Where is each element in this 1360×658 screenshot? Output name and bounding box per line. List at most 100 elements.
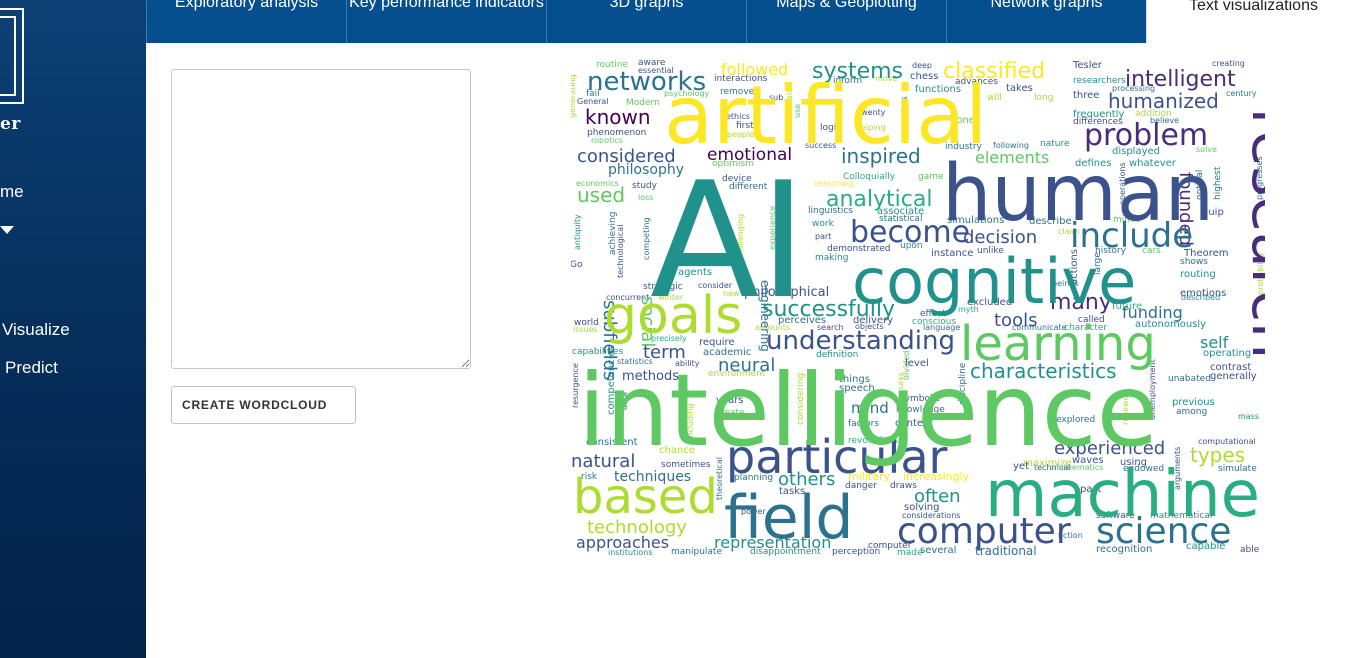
tab-text-visualizations[interactable]: Text visualizations [1146,0,1360,43]
wordcloud-word: consider [698,281,733,290]
wordcloud-word: humanized [1108,89,1219,113]
wordcloud-word: capabilities [572,347,623,357]
wordcloud-word: elements [975,148,1049,167]
tab-label: Key performance indicators [349,0,544,11]
wordcloud-word: animals [785,89,794,120]
wordcloud-word: understanding [766,326,955,356]
wordcloud-word: particular [726,430,948,484]
sidebar-item-predict[interactable]: Predict [5,358,58,377]
wordcloud-word: optimization [780,195,789,245]
wordcloud-word: essential [638,66,674,75]
wordcloud-word: precisely [651,334,687,343]
wordcloud-word: techniques [614,469,691,485]
wordcloud-word: definition [816,350,858,360]
wordcloud-word: contrast [1210,362,1251,373]
wordcloud-word: done [950,115,975,126]
tab-3d-graphs[interactable]: 3D graphs [546,0,746,43]
wordcloud-word: upon [900,241,923,251]
wordcloud-word: phenomenon [587,128,646,138]
wordcloud-word: century [1226,89,1257,98]
wordcloud-word: described [1181,293,1220,302]
wordcloud-word: things [839,374,870,385]
tab-network-graphs[interactable]: Network graphs [946,0,1146,43]
wordcloud-word: issues [573,325,598,334]
wordcloud-word: new [723,289,740,298]
wordcloud-word: learning [960,316,1156,372]
wordcloud-word: Tesler [1072,60,1103,71]
wordcloud-word: autonomously [1135,319,1206,330]
wordcloud-word: mimic [1113,215,1141,225]
wordcloud-word: creating [1212,59,1245,68]
wordcloud-word: artificial [664,69,987,162]
tab-bar: Exploratory analysis Key performance ind… [146,0,1360,43]
wordcloud-word: addition [1135,109,1172,119]
wordcloud-word: statistics [617,357,653,366]
wordcloud-word: inspired [841,144,921,168]
wordcloud-word: tasks [779,486,805,497]
wordcloud-word: making [815,253,848,263]
wordcloud-word: myth [958,305,979,314]
wordcloud-word: computational [1198,437,1256,446]
wordcloud-word: demonstrated [827,244,890,254]
wordcloud-word: perceives [778,315,826,326]
wordcloud-word: twenty [858,108,886,117]
wordcloud-word: whatever [1129,158,1177,169]
wordcloud-word: displayed [1112,146,1160,157]
wordcloud-word: using [1120,457,1147,468]
wordcloud-word: unemployment [1148,359,1157,420]
sidebar-item-visualize[interactable]: Visualize [2,320,70,339]
wordcloud-word: future [1112,301,1142,312]
wordcloud-word: waves [1072,455,1104,466]
wordcloud-word: manipulate [671,547,722,557]
wordcloud-word: Go [571,260,583,270]
wordcloud-word: classified [943,59,1045,84]
wordcloud-word: ability [675,359,700,368]
wordcloud-word: world [574,318,599,328]
wordcloud-word: term [643,342,686,363]
wordcloud-word: beings [1052,279,1079,288]
text-input[interactable] [171,69,471,369]
wordcloud-word: solving [904,502,940,513]
wordcloud-word: success [805,141,836,150]
wordcloud-word: progresses [1255,156,1264,200]
wordcloud-word: experienced [1054,438,1165,459]
tab-exploratory-analysis[interactable]: Exploratory analysis [146,0,346,43]
tab-maps-geoplotting[interactable]: Maps & Geoplotting [746,0,946,43]
wordcloud-word: military [848,470,890,483]
sidebar: er me Visualize Predict [0,0,146,658]
wordcloud-word: following [993,141,1029,150]
sidebar-item-home[interactable]: me [0,182,24,201]
tab-key-performance-indicators[interactable]: Key performance indicators [346,0,546,43]
wordcloud-word: engineering [758,280,772,352]
wordcloud-word: traditional [975,544,1037,558]
wordcloud-word: previous [1172,397,1215,408]
wordcloud-word: advances [955,77,998,87]
wordcloud-word: funding [1122,303,1183,322]
wordcloud-word: consistent [586,437,638,448]
wordcloud-word: agents [678,267,712,278]
wordcloud-word: robotics [591,136,623,145]
wordcloud-word: three [1073,90,1099,101]
wordcloud-word: symbolic [900,394,940,404]
wordcloud-word: networks [587,67,706,97]
wordcloud-word: field [724,483,853,553]
wordcloud-word: factors [848,419,879,429]
tab-label: Exploratory analysis [174,0,319,11]
wordcloud-word: among [1176,407,1207,417]
wordcloud-word: neural [718,355,775,376]
wordcloud-word: routine [596,60,628,70]
create-wordcloud-button[interactable]: CREATE WORDCLOUD [171,386,356,424]
wordcloud-word: considering [796,373,806,425]
caret-down-icon[interactable] [0,226,14,234]
wordcloud-word: human [942,149,1214,239]
wordcloud-word: analytical [826,187,932,212]
wordcloud-word: risk [581,472,598,482]
wordcloud-word: sometimes [661,460,711,470]
wordcloud-word: believe [1150,116,1179,125]
wordcloud-word: loss [638,193,653,202]
wordcloud-word: routing [1180,269,1216,280]
wordcloud-word: recognition [1096,544,1152,555]
wordcloud-word: history [1095,246,1127,256]
wordcloud-word: characteristics [970,359,1117,383]
wordcloud-word: mathematics [1051,463,1103,472]
